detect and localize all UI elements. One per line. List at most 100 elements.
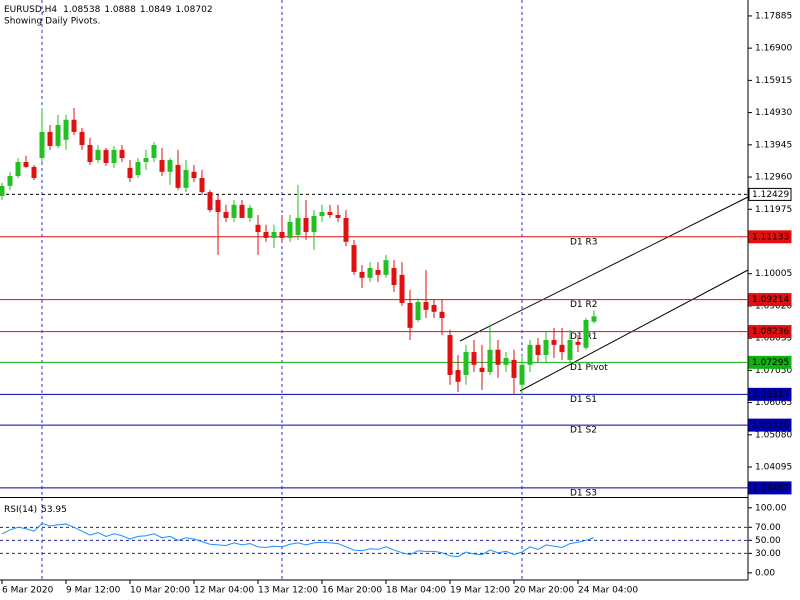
candle-body — [15, 161, 21, 177]
candle-body — [191, 171, 197, 179]
y-tick-label: 0.00 — [755, 568, 775, 578]
candle-body — [263, 231, 269, 238]
candle-body — [535, 344, 541, 355]
price-box — [748, 187, 792, 201]
candle-body — [583, 319, 589, 348]
candle-body — [119, 149, 125, 159]
candle-body — [391, 267, 397, 285]
price-box-label: 1.12429 — [752, 190, 789, 200]
candle-body — [399, 274, 405, 303]
x-tick-label: 19 Mar 12:00 — [450, 586, 510, 596]
candle-body — [287, 221, 293, 238]
y-tick-label: 1.16900 — [755, 44, 792, 54]
candle-body — [591, 316, 597, 322]
candle-body — [575, 341, 581, 345]
candle-body — [71, 119, 77, 132]
x-tick-label: 6 Mar 2020 — [2, 586, 54, 596]
price-box — [748, 355, 792, 369]
x-tick-label: 20 Mar 20:00 — [514, 586, 574, 596]
x-tick-label: 16 Mar 20:00 — [322, 586, 382, 596]
candle-body — [327, 212, 333, 215]
candle-body — [135, 161, 141, 176]
candle-body — [31, 166, 37, 179]
candle-body — [79, 131, 85, 145]
subtitle: Showing Daily Pivots. — [4, 17, 100, 27]
candle-body — [39, 131, 45, 159]
candle-body — [439, 311, 445, 319]
symbol-header: EURUSD,H4 1.08538 1.0888 1.0849 1.08702 — [4, 5, 213, 15]
y-tick-label: 70.00 — [755, 523, 781, 533]
candle-body — [63, 119, 69, 140]
y-tick-label: 1.08035 — [755, 334, 792, 344]
price-box-label: 1.03457 — [752, 483, 789, 493]
price-box — [748, 387, 792, 401]
candle-body — [231, 204, 237, 218]
price-line-name: D1 S1 — [570, 395, 597, 405]
candle-body — [551, 339, 557, 345]
symbol: EURUSD,H4 — [4, 5, 57, 15]
candle-body — [359, 271, 365, 278]
candle-body — [335, 214, 341, 218]
channel-line — [459, 196, 749, 342]
candle-body — [471, 352, 477, 365]
candle-body — [487, 349, 493, 373]
candle-body — [127, 167, 133, 179]
candle-body — [23, 161, 29, 167]
price-box — [748, 230, 792, 244]
candle-body — [207, 192, 213, 211]
price-box — [748, 325, 792, 339]
candle-body — [247, 207, 253, 218]
price-line-name: D1 R2 — [570, 300, 598, 310]
candle-body — [479, 367, 485, 373]
y-tick-label: 1.09020 — [755, 301, 792, 311]
candle-body — [423, 302, 429, 310]
candle-body — [279, 231, 285, 238]
x-tick-label: 13 Mar 12:00 — [258, 586, 318, 596]
candle-body — [383, 260, 389, 275]
price-box-label: 1.08236 — [752, 327, 789, 337]
price-box — [748, 293, 792, 307]
candle-body — [559, 344, 565, 353]
candle-body — [143, 158, 149, 162]
candle-body — [295, 217, 301, 235]
y-tick-label: 1.12960 — [755, 173, 792, 183]
y-tick-label: 1.06065 — [755, 398, 792, 408]
candle-body — [351, 245, 357, 272]
candle-body — [319, 212, 325, 216]
candle-body — [303, 217, 309, 232]
candle-body — [519, 364, 525, 385]
price-line-name: D1 R3 — [570, 237, 598, 247]
x-tick-label: 10 Mar 20:00 — [130, 586, 190, 596]
candle-body — [367, 267, 373, 278]
candle-body — [431, 304, 437, 312]
candle-body — [103, 149, 109, 163]
candle-body — [311, 215, 317, 232]
candle-body — [415, 302, 421, 320]
y-tick-label: 1.04095 — [755, 463, 792, 473]
price-box-label: 1.05376 — [752, 421, 789, 431]
candle-body — [167, 160, 173, 172]
rsi-header: RSI(14) 53.95 — [4, 505, 67, 515]
price-line-name: D1 S3 — [570, 488, 597, 498]
candle-body — [215, 199, 221, 213]
candle-body — [343, 217, 349, 242]
candle-body — [495, 349, 501, 365]
candle-body — [463, 352, 469, 375]
y-tick-label: 1.17885 — [755, 11, 792, 21]
candle-body — [55, 125, 61, 146]
y-tick-label: 1.14930 — [755, 108, 792, 118]
price-box-label: 1.11133 — [752, 232, 789, 242]
candle-body — [47, 131, 53, 146]
candle-body — [407, 302, 413, 328]
candle-body — [543, 339, 549, 355]
candle-body — [447, 335, 453, 375]
last-open: 1.08538 — [63, 5, 100, 15]
y-tick-label: 1.13945 — [755, 140, 792, 150]
y-tick-label: 50.00 — [755, 536, 781, 546]
candle-body — [503, 357, 509, 365]
last-high: 1.0888 — [104, 5, 136, 15]
price-line-name: D1 Pivot — [570, 363, 608, 373]
candle-body — [0, 185, 5, 197]
candle-body — [511, 359, 517, 378]
